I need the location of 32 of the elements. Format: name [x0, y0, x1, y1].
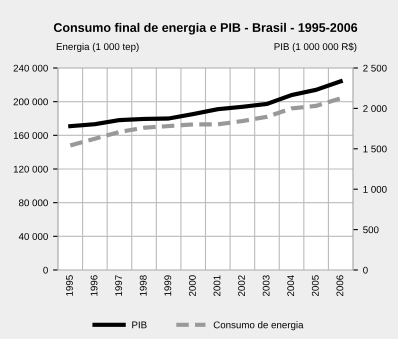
y2-tick-label: 1 500: [363, 146, 387, 152]
y-tick-label: 80 000: [18, 199, 48, 206]
y-tick-label: 120 000: [14, 166, 48, 173]
legend-label: Consumo de energia: [214, 321, 304, 330]
y2-axis-title: PIB (1 000 000 R$): [274, 42, 356, 52]
x-tick-label: 1998: [140, 275, 147, 296]
chart-title: Consumo final de energia e PIB - Brasil - 1995-2006: [54, 22, 358, 35]
y-tick-label: 200 000: [14, 98, 48, 106]
y2-tick-label: 1 000: [363, 186, 387, 193]
y-tick-label: 240 000: [14, 64, 48, 72]
legend-label: PIB: [132, 322, 147, 328]
x-tick-label: 2005: [312, 275, 319, 296]
y2-tick-label: 2 500: [363, 64, 387, 72]
y2-tick-label: 2 000: [363, 105, 387, 112]
y-tick-label: 0: [43, 266, 48, 274]
y-tick-label: 40 000: [18, 233, 48, 240]
x-tick-label: 2001: [214, 275, 220, 296]
y2-tick-label: 0: [363, 266, 368, 274]
x-tick-label: 1996: [90, 275, 98, 296]
x-tick-label: 2004: [287, 275, 294, 296]
x-tick-label: 2003: [262, 275, 270, 296]
y2-tick-label: 500: [363, 226, 379, 234]
x-tick-label: 2000: [188, 275, 196, 296]
x-tick-label: 1999: [164, 275, 172, 296]
x-tick-label: 2006: [336, 275, 344, 296]
x-tick-label: 1997: [115, 275, 122, 296]
line-series: [68, 79, 343, 128]
y-axis-title: Energia (1 000 tep): [56, 42, 139, 52]
x-tick-label: 1995: [66, 275, 73, 296]
line-series: [68, 96, 343, 148]
y-tick-label: 160 000: [14, 132, 48, 139]
x-tick-label: 2002: [238, 275, 245, 296]
